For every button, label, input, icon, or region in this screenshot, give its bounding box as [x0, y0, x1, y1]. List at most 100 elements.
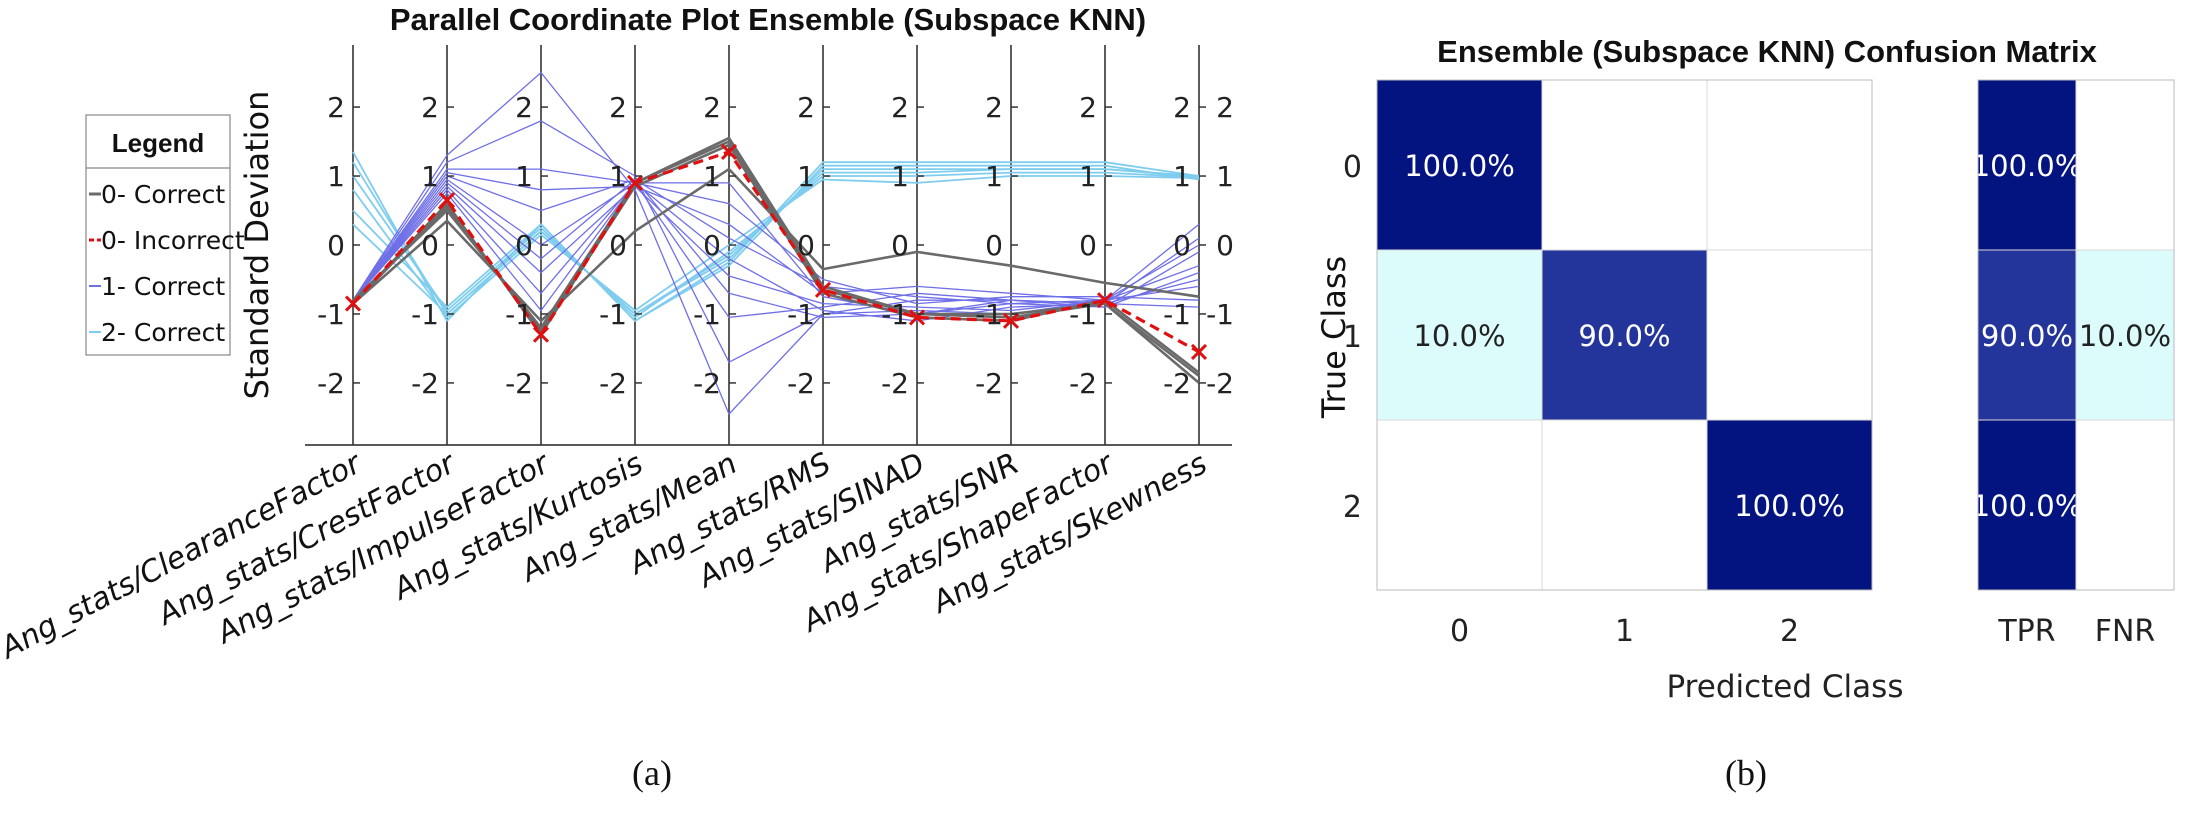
pc-tick-label: 2: [1216, 91, 1234, 124]
pc-incorrect-marker: [438, 192, 456, 209]
pc-tick-label: 0: [1079, 229, 1097, 262]
pc-tick-label: -1: [693, 298, 721, 331]
cm-cell-value: 10.0%: [1413, 319, 1505, 353]
cm-cell: [1376, 249, 1543, 421]
pc-tick-label: -2: [881, 367, 909, 400]
pc-incorrect-marker: [720, 143, 738, 160]
cm-rate-cell: [2075, 249, 2175, 421]
pc-tick-label: 0: [1173, 229, 1191, 262]
cm-cell-value: 100.0%: [1734, 489, 1845, 523]
pc-tick-label: 2: [985, 91, 1003, 124]
cm-x-axis-label: Predicted Class: [1667, 669, 1904, 705]
pc-tick-group: 2 1 0 -1 -2 2 1 0 -1 -2 2 1 0 -1 -2 2 1 0 -1 -2 2 1 0 -1 -2 2 1 0 -1…: [317, 91, 1234, 400]
parallel-coordinate-plot: Parallel Coordinate Plot Ensemble (Subsp…: [0, 2, 1234, 667]
pc-line-group: [344, 71, 1208, 415]
cm-cell: [1541, 249, 1708, 421]
pc-tick-label: -2: [787, 367, 815, 400]
pc-legend: Legend 0- Correct 0- Incorrect 1- Correc…: [85, 114, 245, 356]
pc-tick-label: 1: [609, 160, 627, 193]
cm-cell: [1376, 419, 1543, 591]
cm-rate-cell: [1977, 79, 2077, 251]
cm-cell-value: 90.0%: [1578, 319, 1670, 353]
cm-cell: [1541, 419, 1708, 591]
pc-tick-label: 0: [703, 229, 721, 262]
pc-tick-label: 1: [797, 160, 815, 193]
pc-tick-label: -1: [1163, 298, 1191, 331]
cm-cell: [1706, 249, 1873, 421]
pc-tick-label: -2: [1163, 367, 1191, 400]
cm-col-label: 1: [1615, 614, 1634, 649]
legend-label-0-correct: 0- Correct: [101, 180, 225, 209]
legend-box: [85, 114, 231, 356]
pc-tick-label: 0: [515, 229, 533, 262]
pc-tick-label: 0: [891, 229, 909, 262]
pc-tick-label: -1: [1206, 298, 1234, 331]
pc-tick-label: 2: [797, 91, 815, 124]
pc-tick-label: -1: [1069, 298, 1097, 331]
cm-rate-value: 100.0%: [1972, 489, 2083, 523]
pc-series-line: [351, 150, 1200, 354]
pc-tick-label: -2: [1206, 367, 1234, 400]
cm-title: Ensemble (Subspace KNN) Confusion Matrix: [1437, 34, 2097, 69]
pc-incorrect-marker: [1190, 343, 1208, 360]
pc-incorrect-marker: [1096, 292, 1114, 309]
cm-rate-cell: [2075, 79, 2175, 251]
legend-label-2-correct: 2- Correct: [101, 318, 225, 347]
pc-tick-label: -1: [975, 298, 1003, 331]
pc-plot-title: Parallel Coordinate Plot Ensemble (Subsp…: [390, 2, 1146, 37]
caption-b: (b): [1725, 753, 1767, 793]
pc-incorrect-marker: [532, 326, 550, 343]
cm-rate-cell: [2075, 419, 2175, 591]
cm-rate-value: 10.0%: [2079, 319, 2171, 353]
pc-tick-label: 1: [1173, 160, 1191, 193]
cm-row-label: 1: [1343, 320, 1362, 355]
cm-row-label: 2: [1343, 490, 1362, 525]
pc-tick-label: 0: [421, 229, 439, 262]
pc-tick-label: 0: [609, 229, 627, 262]
pc-tick-label: 2: [1079, 91, 1097, 124]
pc-tick-label: 0: [797, 229, 815, 262]
cm-rate-border: [1977, 79, 2175, 591]
pc-tick-label: 1: [421, 160, 439, 193]
confusion-matrix: Ensemble (Subspace KNN) Confusion Matrix…: [1315, 34, 2175, 705]
cm-rate-value: 90.0%: [1981, 319, 2073, 353]
pc-series-line: [352, 136, 1200, 384]
legend-label-1-correct: 1- Correct: [101, 272, 225, 301]
cm-cell: [1706, 79, 1873, 251]
cm-grid-border: [1376, 79, 1873, 591]
legend-title: Legend: [112, 128, 204, 158]
pc-tick-label: 2: [327, 91, 345, 124]
cm-cell: [1706, 419, 1873, 591]
cm-col-label: 2: [1780, 614, 1799, 649]
pc-tick-label: -2: [1069, 367, 1097, 400]
pc-tick-label: 1: [515, 160, 533, 193]
cm-rate-cell: [1977, 419, 2077, 591]
pc-tick-label: 0: [1216, 229, 1234, 262]
pc-tick-label: 0: [985, 229, 1003, 262]
pc-series-line: [352, 151, 1200, 322]
pc-tick-label: 1: [703, 160, 721, 193]
pc-tick-label: -1: [505, 298, 533, 331]
pc-tick-label: -2: [599, 367, 627, 400]
pc-tick-label: -1: [317, 298, 345, 331]
pc-tick-label: 0: [327, 229, 345, 262]
pc-axis-name-label: Ang_stats/ClearanceFactor: [0, 445, 368, 666]
pc-incorrect-marker: [626, 174, 644, 191]
cm-rate-column-label: TPR: [1997, 614, 2055, 649]
cm-cell: [1541, 79, 1708, 251]
cm-row-label: 0: [1343, 150, 1362, 185]
pc-tick-label: 2: [421, 91, 439, 124]
pc-tick-label: 1: [891, 160, 909, 193]
pc-tick-label: 1: [327, 160, 345, 193]
pc-incorrect-marker: [908, 309, 926, 326]
pc-series-line: [352, 185, 1200, 301]
pc-tick-label: 1: [1216, 160, 1234, 193]
pc-series-line: [352, 168, 1200, 319]
cm-rate-column-label: FNR: [2095, 614, 2156, 649]
pc-tick-label: -1: [599, 298, 627, 331]
pc-series-line: [352, 161, 1200, 315]
cm-cell-group: 100.0% 10.0% 90.0% 100.0%: [1376, 79, 1873, 591]
pc-tick-label: -2: [693, 367, 721, 400]
cm-rate-group: 100.0% 90.0% 10.0% 100.0%: [1972, 79, 2175, 591]
cm-label-group: 0 1 2 0 1 2 TPR FNR: [1343, 150, 2155, 649]
